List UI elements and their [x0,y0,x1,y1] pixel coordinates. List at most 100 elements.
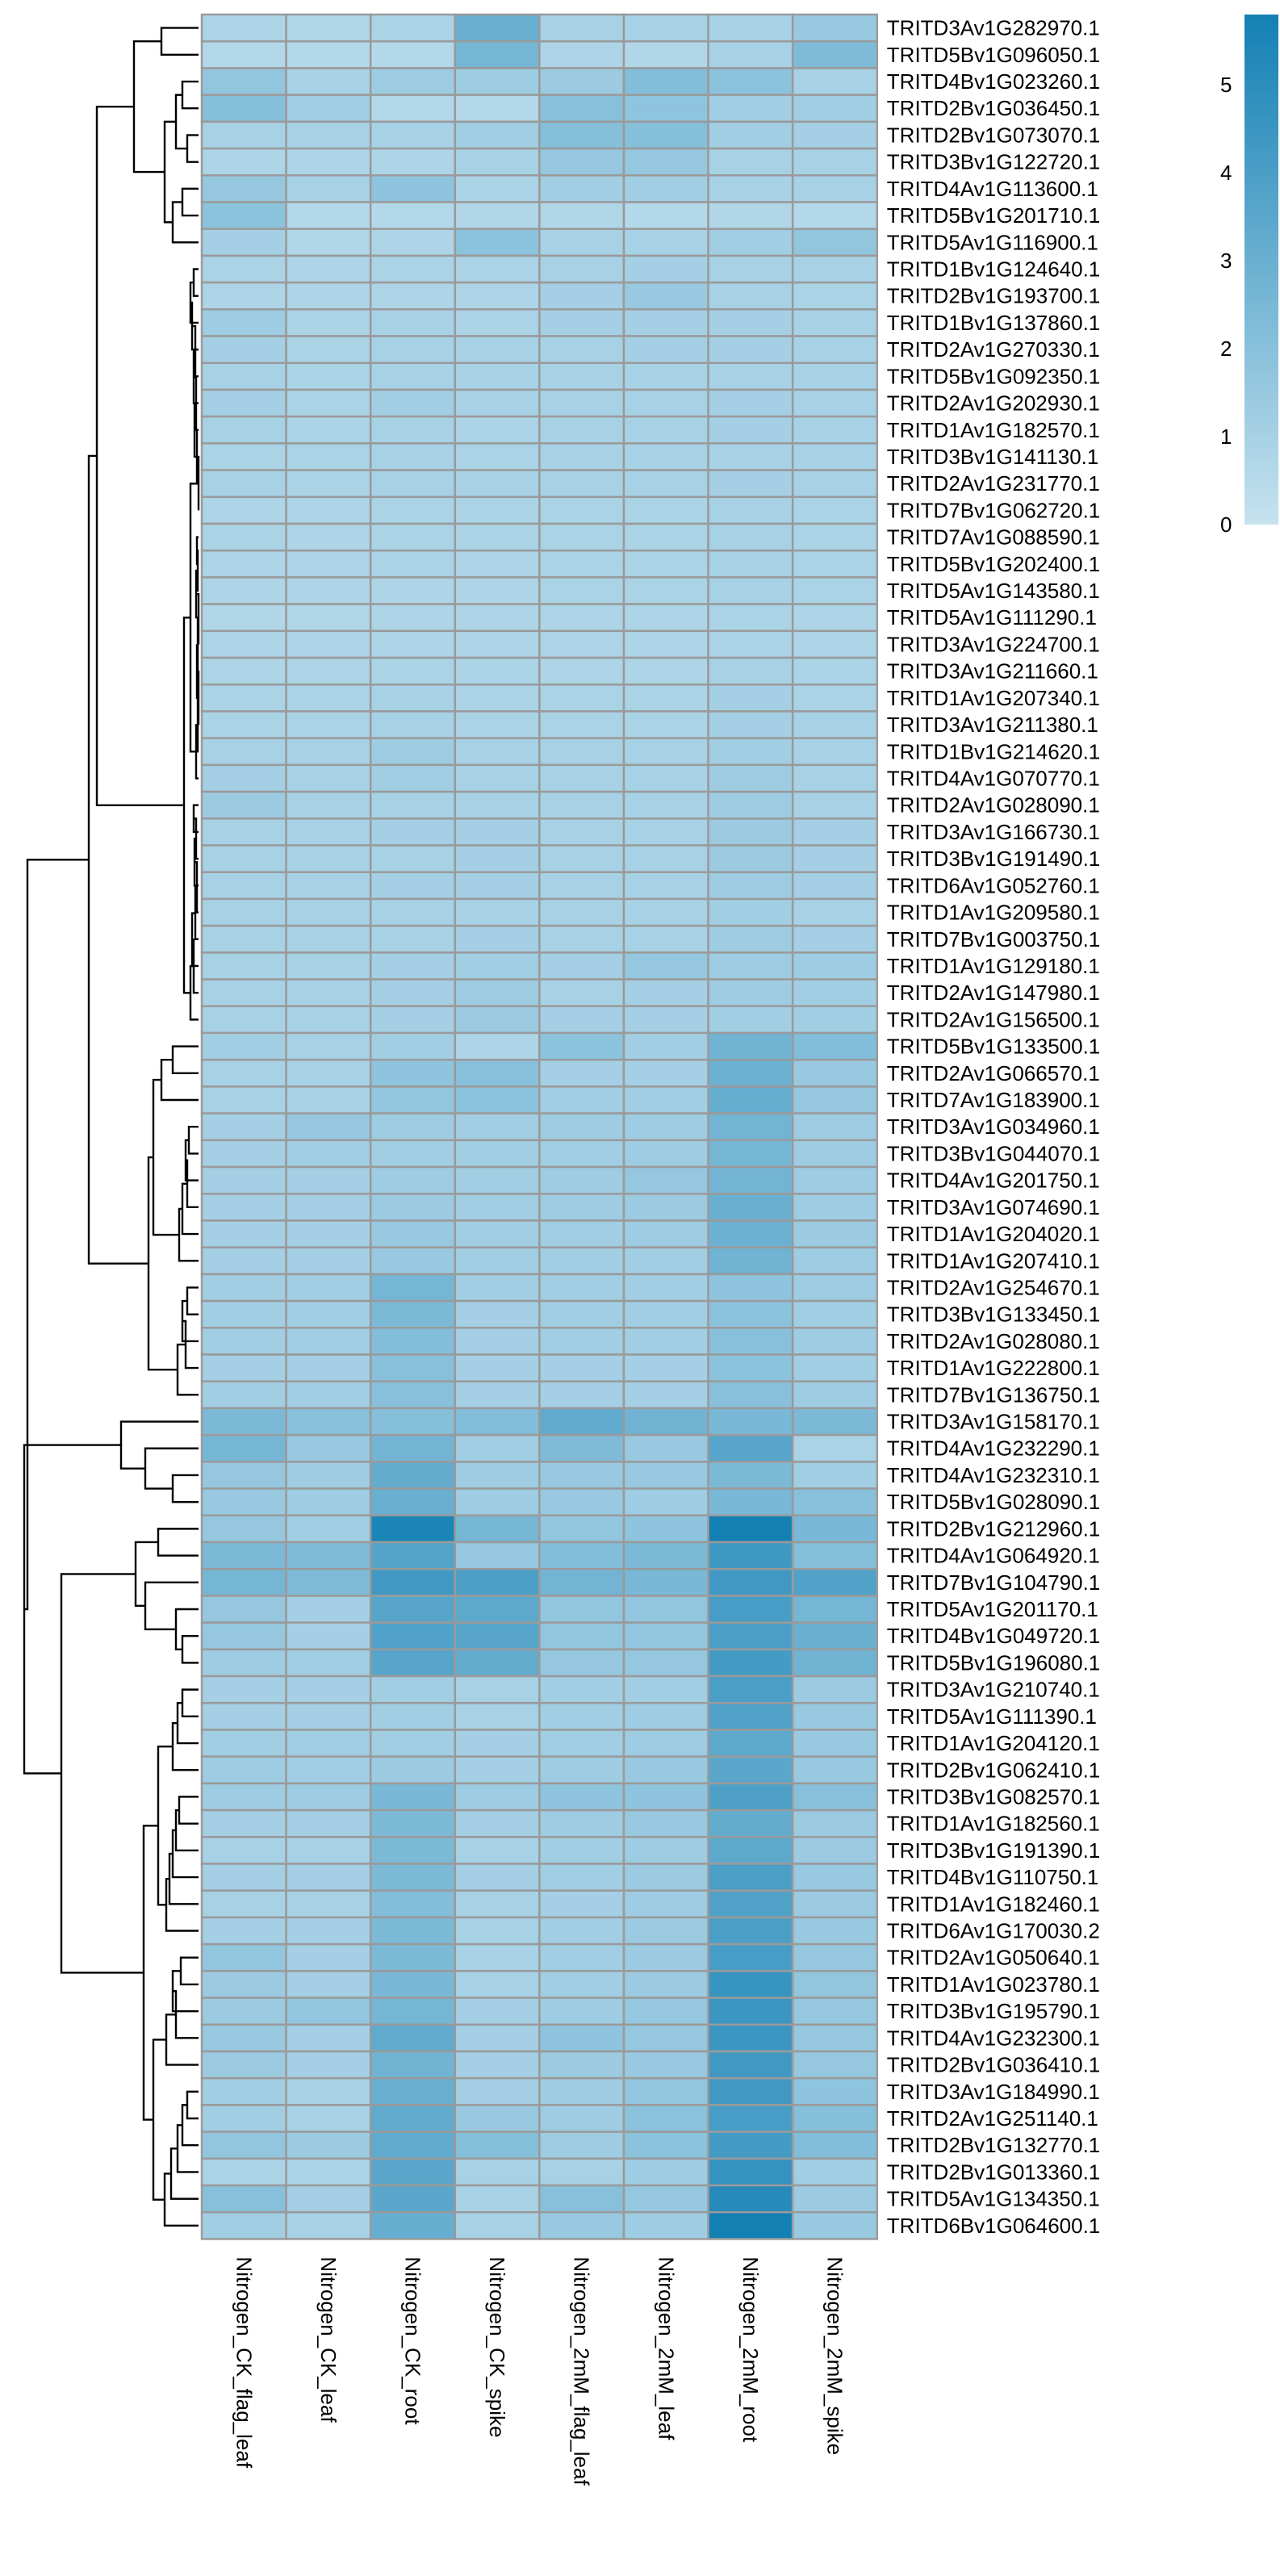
row-label: TRITD2Bv1G036450.1 [887,96,1100,120]
heatmap-cell [200,603,287,633]
heatmap-cell [622,469,709,499]
heatmap-cell [454,13,541,43]
dendrogram-branch [165,2014,199,2066]
heatmap-cell [622,1273,709,1303]
heatmap-cell [791,308,879,337]
heatmap-cell [454,790,541,820]
heatmap-cell [791,1889,879,1919]
heatmap-cell [707,94,794,123]
heatmap-cell [707,13,794,43]
heatmap-cell [200,2184,287,2214]
heatmap-cell [200,1755,287,1785]
row-label: TRITD5Av1G116900.1 [887,230,1098,254]
heatmap-cell [454,1433,541,1463]
row-label: TRITD2Av1G147980.1 [887,981,1100,1005]
heatmap-cell [454,871,541,901]
heatmap-cell [369,951,457,981]
heatmap-cell [200,1809,287,1838]
heatmap-cell [454,1192,541,1222]
heatmap-cell [369,1031,457,1061]
row-label: TRITD2Bv1G132770.1 [887,2133,1100,2157]
heatmap-cell [454,1299,541,1329]
heatmap-cell [707,442,794,471]
heatmap-cell [791,549,879,579]
heatmap-cell [200,710,287,739]
row-labels: TRITD3Av1G282970.1TRITD5Bv1G096050.1TRIT… [887,16,1100,2238]
row-label: TRITD2Bv1G036410.1 [887,2053,1100,2077]
heatmap-cell [454,1139,541,1169]
heatmap-cell [285,1889,372,1919]
dendrogram-branch [160,27,199,56]
heatmap-cell [538,174,625,203]
heatmap-cell [200,1327,287,1356]
heatmap-cell [200,1058,287,1088]
heatmap-cell [454,897,541,927]
heatmap-cell [622,656,709,686]
row-label: TRITD3Av1G211380.1 [887,713,1098,737]
heatmap-cell [538,1514,625,1544]
row-label: TRITD4Av1G070770.1 [887,766,1100,790]
heatmap-cell [200,790,287,820]
heatmap-cell [369,201,457,230]
heatmap-cell [369,818,457,847]
heatmap-cell [707,1889,794,1919]
heatmap-cell [791,1997,879,2026]
row-label: TRITD1Av1G129180.1 [887,954,1100,978]
heatmap-cell [538,1461,625,1490]
dendrogram-branch [142,1825,158,2121]
heatmap-cell [707,1353,794,1382]
heatmap-cell [538,1165,625,1195]
heatmap-cell [369,656,457,686]
heatmap-cell [200,1567,287,1597]
dendrogram-branch [181,1182,199,1236]
heatmap-cell [622,1942,709,1972]
heatmap-cell [538,281,625,311]
row-label: TRITD7Av1G088590.1 [887,525,1100,550]
heatmap-cell [791,254,879,284]
heatmap-cell [454,442,541,471]
row-label: TRITD2Av1G050640.1 [887,1946,1100,1970]
heatmap-cell [200,1139,287,1169]
dendrogram-branch [181,187,199,217]
heatmap-cell [200,174,287,203]
heatmap-cell [538,147,625,177]
dendrogram-branch [171,1474,199,1503]
heatmap-cell [454,1942,541,1972]
row-label: TRITD5Bv1G133500.1 [887,1035,1100,1059]
heatmap-cell [454,763,541,793]
heatmap-cell [369,228,457,257]
heatmap-cell [707,1997,794,2026]
heatmap-cell [285,763,372,793]
heatmap-cell [369,147,457,177]
row-label: TRITD1Av1G182560.1 [887,1812,1100,1836]
row-label: TRITD3Bv1G082570.1 [887,1784,1100,1809]
heatmap-cell [707,2210,794,2240]
heatmap-cell [707,2023,794,2053]
heatmap-cell [538,120,625,150]
heatmap-cell [622,1299,709,1329]
heatmap-cell [538,2157,625,2187]
color-legend: 0 1 2 3 4 5 [1220,15,1278,537]
heatmap-cell [200,924,287,954]
heatmap-cell [369,1863,457,1892]
row-label: TRITD2Av1G028080.1 [887,1329,1100,1353]
heatmap-cell [707,1782,794,1812]
heatmap-cell [791,362,879,391]
heatmap-cell [200,656,287,686]
heatmap-cell [285,1058,372,1088]
heatmap-cell [454,469,541,499]
heatmap-cell [369,2050,457,2080]
heatmap-cell [369,737,457,767]
heatmap-cell [285,1729,372,1758]
heatmap-cell [285,2131,372,2160]
heatmap-cell [369,1595,457,1624]
heatmap-cell [200,442,287,471]
heatmap-cell [200,362,287,391]
heatmap-cell [285,120,372,150]
heatmap-cell [538,1916,625,1946]
heatmap-cell [707,978,794,1008]
heatmap-cell [791,656,879,686]
heatmap-cell [454,496,541,525]
heatmap-cell [622,228,709,257]
